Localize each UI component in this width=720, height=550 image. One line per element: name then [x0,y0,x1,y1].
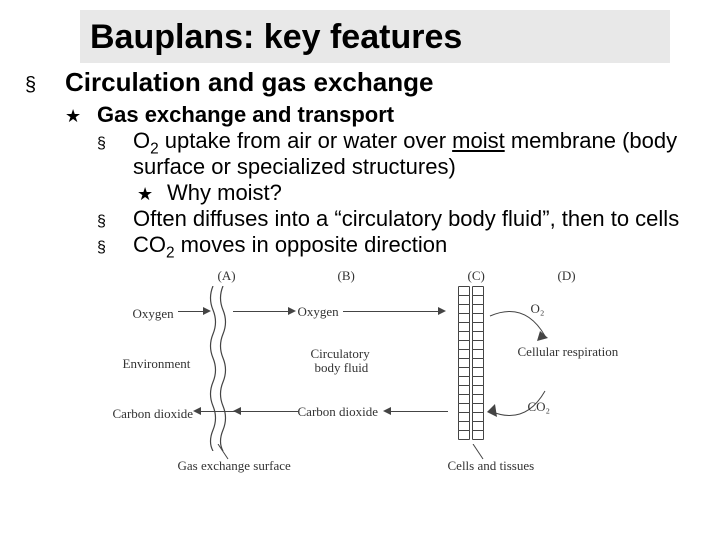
lvl2-text: Gas exchange and transport [97,102,394,128]
lvl3-item2-text: Often diffuses into a “circulatory body … [133,206,679,232]
carbon-dioxide-label-mid: Carbon dioxide [298,404,379,420]
star-bullet-icon: ★ [65,106,97,127]
arrowhead-icon [193,407,201,415]
square-bullet-icon: § [97,239,133,257]
arrow-line [343,311,443,312]
panel-b-label: (B) [338,268,355,284]
gas-exchange-diagram: (A) (B) (C) (D) Oxygen Environment Carbo… [123,266,603,486]
bullet-level3-item2: § Often diffuses into a “circulatory bod… [25,206,700,232]
arrow-line [388,411,448,412]
moist-underline: moist [452,128,505,153]
curved-arrows-icon [485,291,575,441]
square-bullet-icon: § [25,74,65,97]
arrowhead-icon [233,407,241,415]
pointer-line-icon [213,444,233,462]
cell-column-c2 [472,286,484,439]
lvl3-item3-text: CO2 moves in opposite direction [133,232,447,258]
arrowhead-icon [288,307,296,315]
co2-co: CO [133,232,166,257]
bullet-level3-item3: § CO2 moves in opposite direction [25,232,700,258]
square-bullet-icon: § [97,213,133,231]
carbon-dioxide-label-left: Carbon dioxide [113,406,194,422]
bullet-level3-item1: § O2 uptake from air or water over moist… [25,128,700,180]
oxygen-label-left: Oxygen [133,306,174,322]
lvl3-item1-text: O2 uptake from air or water over moist m… [133,128,700,180]
cells-and-tissues-label: Cells and tissues [448,458,535,474]
pointer-line-icon [468,444,488,462]
item3-b: moves in opposite direction [175,232,448,257]
arrowhead-icon [383,407,391,415]
lvl1-text: Circulation and gas exchange [65,67,433,98]
cell-column-c [458,286,470,439]
gas-exchange-surface-label: Gas exchange surface [178,458,291,474]
title-bar: Bauplans: key features [80,10,670,63]
oxygen-label-mid: Oxygen [298,304,339,320]
square-bullet-icon: § [97,135,133,153]
bullet-level1: § Circulation and gas exchange [25,67,700,98]
panel-d-label: (D) [558,268,576,284]
arrow-line [233,311,293,312]
bullet-level2: ★ Gas exchange and transport [25,102,700,128]
item1-b: uptake from air or water over [159,128,452,153]
o2-label: O₂ [531,301,545,317]
star-bullet-icon: ★ [137,184,167,205]
co2-sub: 2 [166,244,175,261]
lvl4-text: Why moist? [167,180,282,206]
content-area: § Circulation and gas exchange ★ Gas exc… [0,67,720,486]
body-fluid-label: body fluid [315,360,369,376]
cellular-respiration-label: Cellular respiration [518,344,619,360]
environment-label: Environment [123,356,191,372]
panel-a-label: (A) [218,268,236,284]
co2-label: CO₂ [528,399,551,415]
arrow-line [198,411,298,412]
o2-o: O [133,128,150,153]
bullet-level4: ★ Why moist? [25,180,700,206]
arrowhead-icon [438,307,446,315]
panel-c-label: (C) [468,268,485,284]
page-title: Bauplans: key features [90,18,660,57]
arrowhead-icon [203,307,211,315]
